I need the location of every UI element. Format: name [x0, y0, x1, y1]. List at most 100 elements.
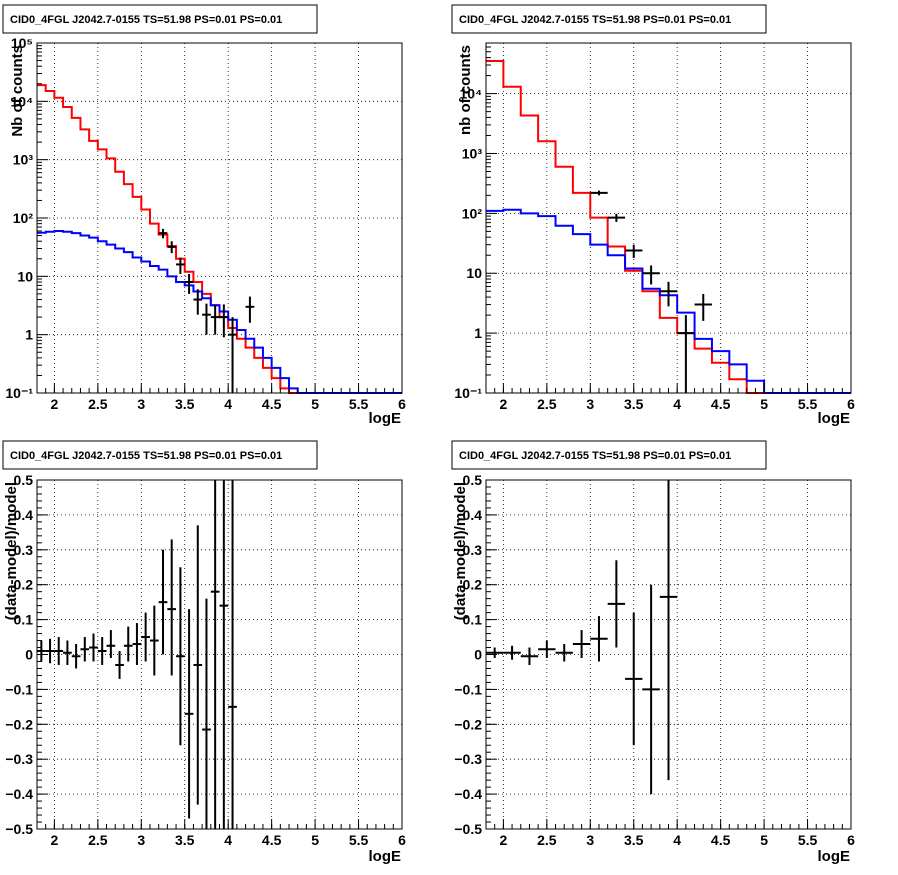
x-tick-label: 4 [224, 832, 232, 848]
data-point [590, 190, 608, 196]
data-point [132, 623, 142, 665]
x-tick-label: 3 [586, 396, 594, 412]
y-tick-label: −0.2 [5, 716, 33, 732]
data-point [245, 296, 255, 323]
x-tick-label: 5.5 [798, 832, 818, 848]
grid-lines [37, 43, 403, 393]
data-point [176, 567, 185, 746]
y-tick-label: −0.1 [454, 681, 482, 697]
x-axis-ticks: 2 2.5 3 3.5 4 4.5 5 5.5 6 [485, 819, 855, 848]
x-tick-label: 4.5 [262, 832, 282, 848]
y-tick-label: 0.4 [14, 507, 34, 523]
y-tick-label: 10² [462, 205, 483, 221]
y-tick-label: −0.5 [454, 821, 482, 837]
x-tick-label: 2.5 [537, 396, 557, 412]
panel-bottom-left: CID0_4FGL J2042.7-0155 TS=51.98 PS=0.01 … [2, 440, 406, 865]
data-point [202, 303, 211, 335]
x-tick-label: 2 [50, 832, 58, 848]
x-axis-ticks: 2 2.5 3 3.5 4 4.5 5 5.5 6 [485, 383, 855, 412]
data-point [115, 651, 124, 679]
data-point [193, 289, 203, 315]
panel-title: CID0_4FGL J2042.7-0155 TS=51.98 PS=0.01 … [459, 14, 731, 26]
y-tick-label: 0.3 [463, 542, 483, 558]
data-point [89, 633, 98, 662]
x-axis-ticks: 2 2.5 3 3.5 4 4.5 5 5.5 6 [36, 819, 406, 848]
y-axis-ticks: −0.5 −0.4 −0.3 −0.2 −0.1 0 0.1 0.2 0.3 0.4 0.5 [5, 472, 48, 837]
data-point [45, 638, 55, 664]
y-axis-label: Nb of counts [9, 45, 26, 137]
y-tick-label: 10³ [462, 145, 483, 161]
x-tick-label: 4 [673, 396, 681, 412]
histogram-series-line [486, 208, 851, 394]
y-tick-label: 0.2 [14, 577, 34, 593]
data-point [158, 549, 168, 655]
y-axis-ticks: −0.5 −0.4 −0.3 −0.2 −0.1 0 0.1 0.2 0.3 0.4 0.5 [454, 472, 497, 837]
x-tick-label: 3.5 [175, 396, 195, 412]
data-point [607, 213, 626, 222]
x-tick-label: 2.5 [88, 832, 108, 848]
y-tick-label: −0.3 [454, 751, 482, 767]
x-tick-label: 5 [760, 396, 768, 412]
x-tick-label: 3 [586, 832, 594, 848]
panel-bottom-right: CID0_4FGL J2042.7-0155 TS=51.98 PS=0.01 … [451, 440, 855, 865]
grid-lines [37, 480, 403, 829]
y-tick-label: 0 [25, 647, 33, 663]
data-point [141, 612, 150, 662]
panel-title: CID0_4FGL J2042.7-0155 TS=51.98 PS=0.01 … [10, 14, 282, 26]
x-axis-label: logE [818, 410, 851, 427]
plot-marks [37, 480, 237, 829]
data-point [555, 644, 573, 662]
grid-lines [486, 43, 852, 393]
x-tick-label: 2 [499, 832, 507, 848]
data-point [184, 273, 194, 294]
grid-lines [486, 480, 852, 829]
y-tick-label: 10⁴ [460, 86, 483, 102]
y-tick-label: 10⁻¹ [5, 385, 33, 401]
x-tick-label: 4.5 [262, 396, 282, 412]
histogram-series-line [37, 229, 402, 394]
data-point [228, 480, 237, 829]
data-point [219, 480, 229, 829]
data-point [54, 637, 64, 665]
y-tick-label: −0.4 [454, 786, 482, 802]
y-tick-label: 0.1 [14, 612, 34, 628]
data-point [37, 640, 46, 662]
data-point [123, 626, 133, 662]
y-tick-label: −0.1 [5, 681, 33, 697]
data-point [149, 605, 159, 676]
x-axis-label: logE [369, 848, 402, 865]
x-tick-label: 6 [847, 832, 855, 848]
data-point [625, 244, 643, 258]
data-point [572, 630, 591, 658]
data-point [80, 637, 90, 662]
data-point [503, 645, 521, 660]
plot-marks [486, 60, 851, 394]
y-axis-ticks: 10⁻¹ 1 10 10² 10³ 10⁴ [454, 46, 497, 401]
panel-title: CID0_4FGL J2042.7-0155 TS=51.98 PS=0.01 … [459, 450, 731, 462]
y-axis-ticks: 10⁻¹ 1 10 10² 10³ 10⁴ 10⁵ [5, 35, 48, 401]
data-point [184, 609, 194, 819]
y-tick-label: 0.5 [463, 472, 483, 488]
data-point [176, 257, 185, 274]
y-tick-label: 10⁵ [11, 35, 33, 51]
y-axis-label: nb of counts [457, 45, 474, 135]
data-point [228, 317, 237, 393]
y-tick-label: −0.4 [5, 786, 33, 802]
y-axis-label: (data-model)/model [3, 482, 20, 620]
x-tick-label: 3 [137, 396, 145, 412]
x-axis-label: logE [369, 410, 402, 427]
panel-title-box: CID0_4FGL J2042.7-0155 TS=51.98 PS=0.01 … [451, 4, 767, 34]
x-tick-label: 5 [311, 832, 319, 848]
x-tick-label: 4.5 [711, 396, 731, 412]
data-point [167, 539, 177, 676]
x-tick-label: 5 [760, 832, 768, 848]
x-tick-label: 4.5 [711, 832, 731, 848]
data-point [677, 315, 695, 393]
x-tick-label: 5.5 [349, 396, 369, 412]
x-tick-label: 3.5 [624, 396, 644, 412]
panel-title-box: CID0_4FGL J2042.7-0155 TS=51.98 PS=0.01 … [2, 440, 318, 470]
plot-frame [36, 42, 403, 394]
x-tick-label: 2 [499, 396, 507, 412]
x-tick-label: 5.5 [798, 396, 818, 412]
y-tick-label: 0.1 [463, 612, 483, 628]
